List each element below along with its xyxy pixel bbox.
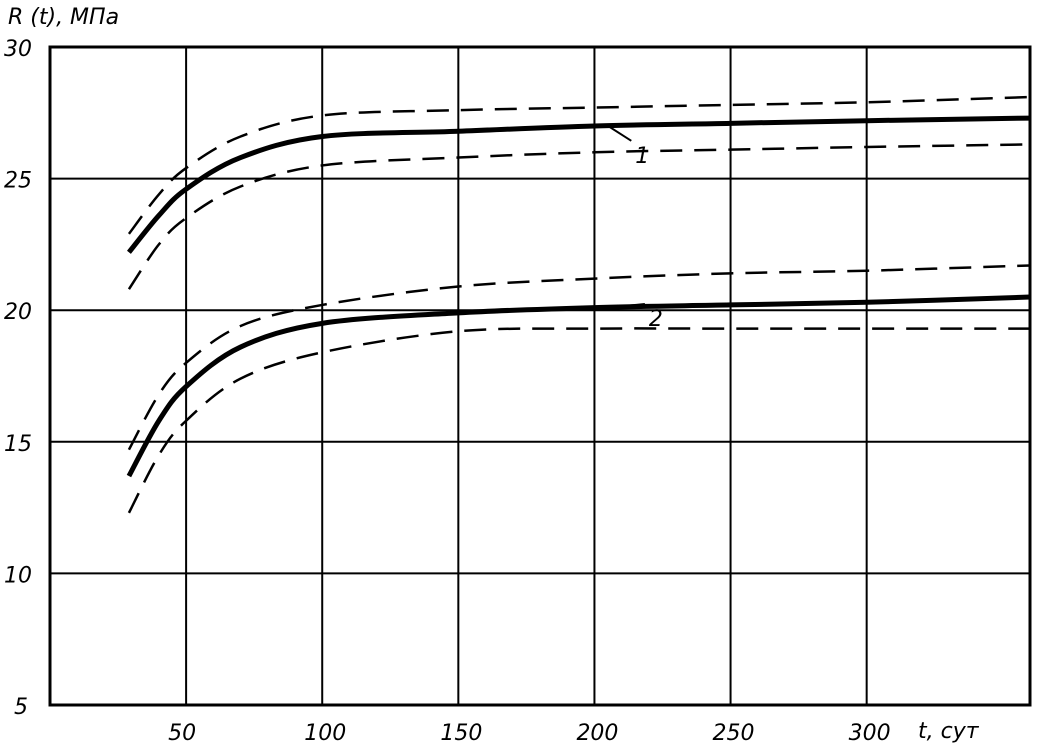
tick-labels: 50 100 150 200 250 300 5 10 15 20 25 30	[4, 37, 891, 746]
x-tick-label: 50	[168, 721, 196, 746]
series-2	[126, 294, 1031, 478]
series-1-upper	[127, 95, 1031, 235]
x-tick-label: 200	[576, 721, 618, 746]
annotation-label: 1	[635, 144, 649, 169]
y-tick-label: 10	[4, 563, 32, 588]
annotation-label: 2	[649, 307, 663, 332]
y-tick-label: 20	[4, 300, 32, 325]
series-1	[127, 115, 1031, 254]
y-tick-label: 25	[4, 169, 32, 194]
annotation-leader	[607, 125, 632, 142]
x-tick-label: 150	[440, 721, 482, 746]
x-tick-label: 100	[304, 721, 346, 746]
curves	[126, 95, 1031, 514]
x-tick-label: 300	[849, 721, 891, 746]
y-tick-label: 15	[4, 432, 32, 457]
annotations: 12	[607, 125, 663, 332]
series-2-lower	[127, 327, 1030, 514]
y-axis-label: R (t), МПа	[8, 5, 119, 30]
annotation-leader	[607, 302, 645, 309]
y-tick-label: 30	[4, 37, 32, 62]
plot-frame	[48, 45, 1032, 707]
series-1-lower	[127, 143, 1031, 290]
series-2-upper	[127, 264, 1031, 451]
x-axis-label: t, сут	[918, 719, 980, 744]
x-tick-label: 250	[713, 721, 755, 746]
y-tick-label: 5	[14, 695, 28, 720]
